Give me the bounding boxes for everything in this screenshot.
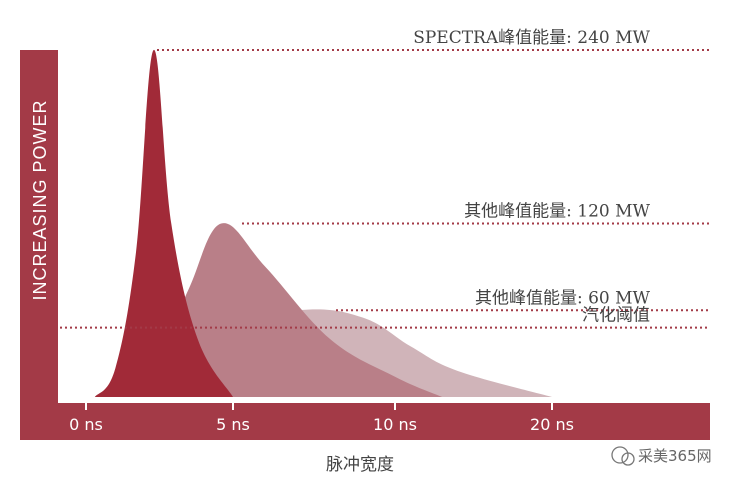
- x-tick-label: 5 ns: [216, 415, 250, 434]
- reference-label: 汽化阈值: [582, 306, 650, 326]
- x-tick-label: 20 ns: [530, 415, 574, 434]
- x-ticks: 0 ns 5 ns 10 ns 20 ns: [69, 403, 574, 434]
- watermark: 采美365网: [611, 446, 712, 466]
- reference-label: 其他峰值能量: 120 MW: [464, 202, 650, 222]
- x-tick-label: 0 ns: [69, 415, 103, 434]
- y-axis-bar: [20, 50, 58, 440]
- watermark-text: 采美365网: [638, 447, 712, 465]
- x-axis-bar: [20, 403, 710, 440]
- reference-lines: SPECTRA峰值能量: 240 MW 其他峰值能量: 120 MW 其他峰值能量:…: [60, 28, 710, 329]
- x-axis-label: 脉冲宽度: [326, 455, 394, 475]
- pulse-areas: [94, 49, 553, 398]
- wechat-icon-bubble: [621, 452, 635, 466]
- reference-label: 其他峰值能量: 60 MW: [475, 288, 651, 308]
- area-high: [94, 49, 233, 398]
- wechat-icon: [611, 446, 629, 464]
- reference-label: SPECTRA峰值能量: 240 MW: [413, 28, 650, 48]
- y-axis-label: INCREASING POWER: [30, 99, 50, 300]
- x-tick-label: 10 ns: [373, 415, 417, 434]
